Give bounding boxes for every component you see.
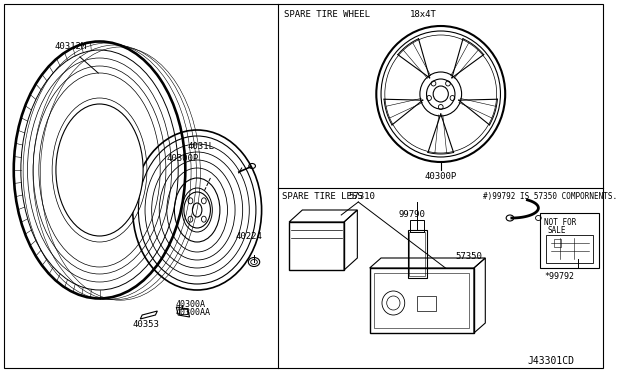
Text: 40300AA: 40300AA xyxy=(175,308,211,317)
Text: SPARE TIRE WHEEL: SPARE TIRE WHEEL xyxy=(284,10,371,19)
Text: 40312M: 40312M xyxy=(55,42,87,51)
Bar xyxy=(374,273,469,328)
Text: 57350: 57350 xyxy=(455,252,482,261)
Bar xyxy=(408,230,426,278)
Text: #)99792 IS 57350 COMPORNENTS.: #)99792 IS 57350 COMPORNENTS. xyxy=(483,192,618,201)
Bar xyxy=(554,239,561,247)
Text: 40300P: 40300P xyxy=(424,172,457,181)
Text: SPARE TIRE LESS: SPARE TIRE LESS xyxy=(282,192,363,201)
Bar xyxy=(546,235,593,263)
Text: 40353: 40353 xyxy=(132,320,159,329)
Text: SALE: SALE xyxy=(548,226,566,235)
Text: 57310: 57310 xyxy=(349,192,376,201)
Text: NOT FOR: NOT FOR xyxy=(544,218,577,227)
Bar xyxy=(179,309,187,314)
Bar xyxy=(410,232,424,276)
Ellipse shape xyxy=(56,104,143,236)
Text: 40224: 40224 xyxy=(235,232,262,241)
Bar xyxy=(540,213,599,268)
Bar xyxy=(370,268,474,333)
Bar xyxy=(417,296,436,311)
Bar xyxy=(289,222,344,270)
Text: 40300A: 40300A xyxy=(175,300,205,309)
Text: 4031L: 4031L xyxy=(188,142,214,151)
Bar xyxy=(410,220,424,232)
Text: 18x4T: 18x4T xyxy=(410,10,436,19)
Text: J43301CD: J43301CD xyxy=(527,356,574,366)
Text: 40300P: 40300P xyxy=(167,154,199,163)
Text: 99790: 99790 xyxy=(398,210,425,219)
Text: *99792: *99792 xyxy=(544,272,574,281)
